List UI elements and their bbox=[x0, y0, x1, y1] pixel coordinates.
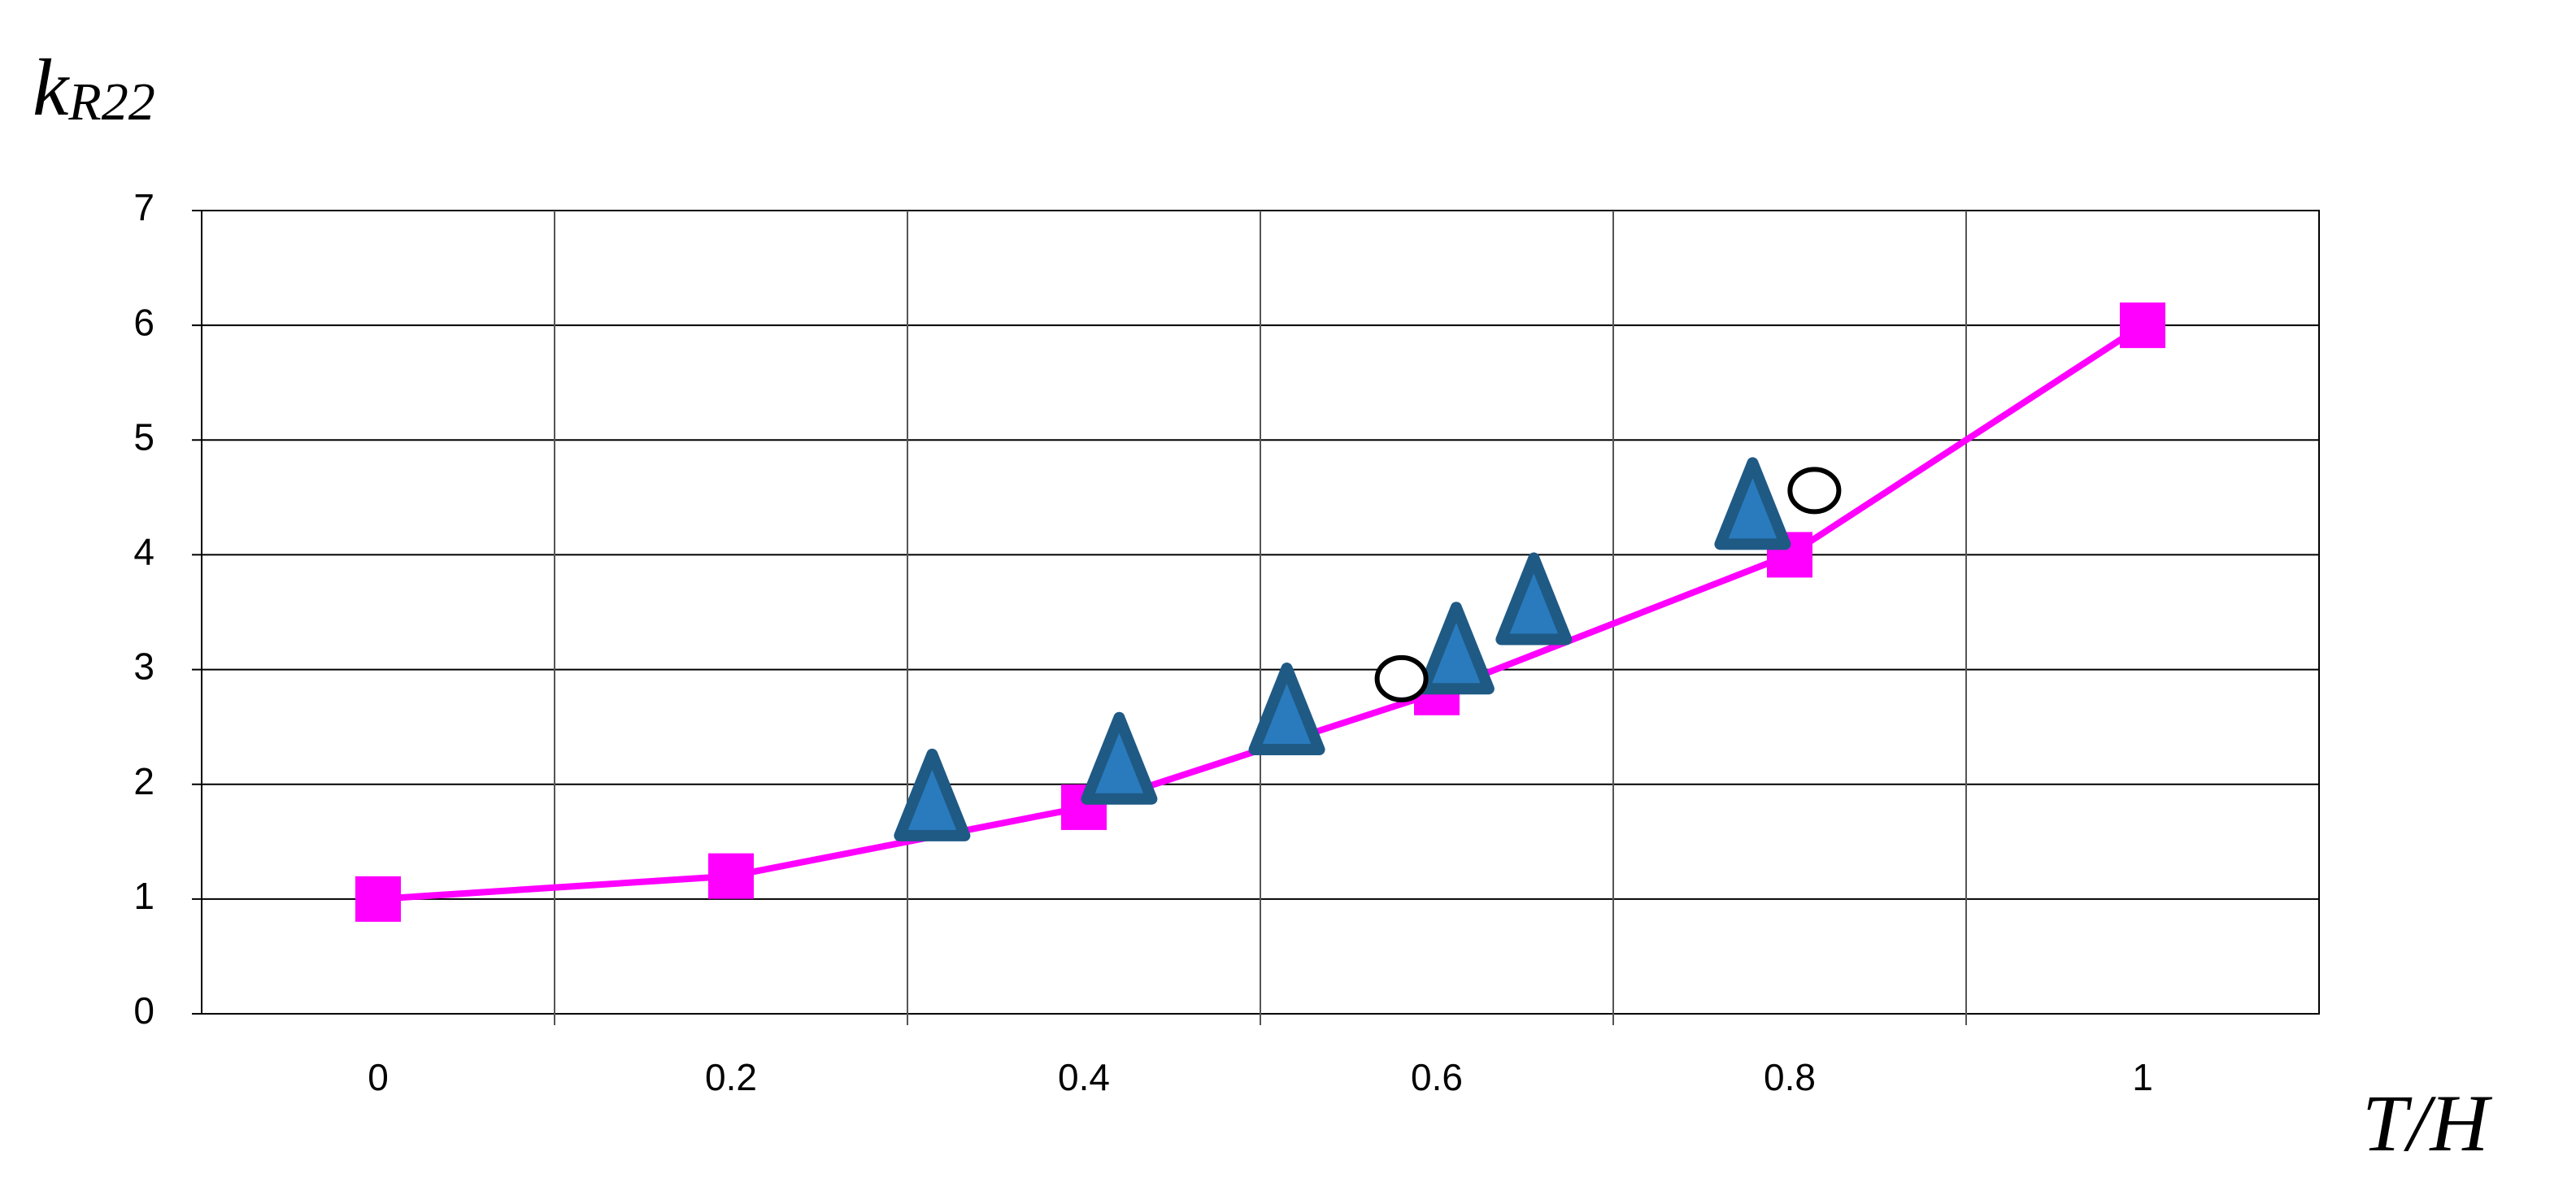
y-axis-label: kR22 bbox=[33, 42, 155, 133]
y-tick-label: 2 bbox=[133, 760, 154, 802]
circle-marker bbox=[1374, 654, 1429, 702]
square-marker bbox=[355, 876, 401, 922]
x-tick-label: 0.6 bbox=[1411, 1056, 1463, 1098]
y-tick-label: 3 bbox=[133, 645, 154, 688]
triangle-marker bbox=[1248, 663, 1325, 756]
triangle-marker bbox=[1417, 602, 1495, 695]
x-tick-label: 0.8 bbox=[1764, 1056, 1816, 1098]
x-axis-label: T/H bbox=[2362, 1078, 2492, 1168]
x-tick-label: 0 bbox=[368, 1056, 389, 1098]
y-tick-label: 6 bbox=[133, 301, 154, 343]
x-tick-label: 1 bbox=[2132, 1056, 2153, 1098]
y-tick-label: 4 bbox=[133, 531, 154, 573]
x-tick-label: 0.2 bbox=[705, 1056, 757, 1098]
y-label-sub: R22 bbox=[67, 72, 154, 132]
square-marker bbox=[2120, 302, 2165, 349]
y-tick-label: 0 bbox=[133, 989, 154, 1032]
x-tick-label: 0.4 bbox=[1058, 1056, 1110, 1098]
y-label-main: k bbox=[33, 42, 70, 133]
triangle-marker bbox=[1081, 711, 1158, 805]
y-tick-label: 5 bbox=[133, 415, 154, 458]
triangle-marker bbox=[1495, 552, 1573, 645]
square-marker bbox=[708, 853, 754, 899]
circle-marker bbox=[1787, 467, 1842, 515]
triangle-marker bbox=[1714, 457, 1791, 550]
y-tick-label: 7 bbox=[133, 186, 154, 228]
triangle-marker bbox=[894, 748, 971, 841]
y-tick-label: 1 bbox=[133, 875, 154, 917]
